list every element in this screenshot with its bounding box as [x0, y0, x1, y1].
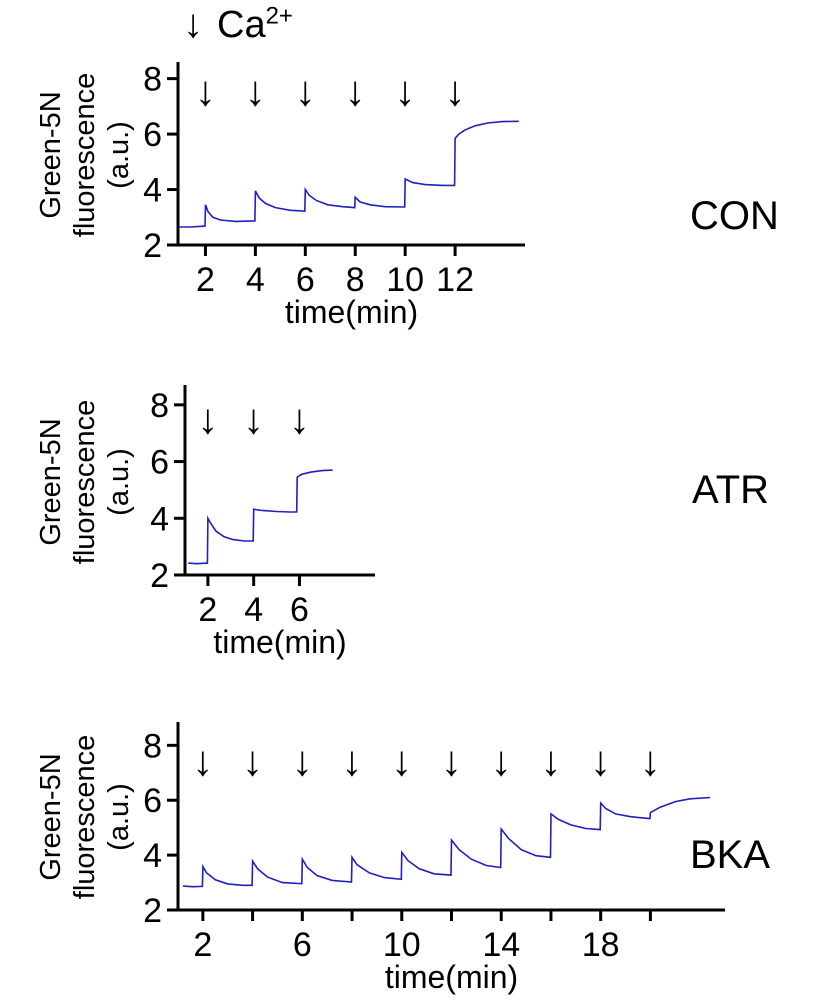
x-tick-label: 6	[290, 591, 309, 629]
addition-arrow-icon: ↓	[640, 737, 661, 784]
x-tick-label: 2	[198, 591, 217, 629]
y-tick-label: 2	[143, 227, 162, 265]
ca-superscript: 2+	[265, 2, 293, 30]
x-tick-label: 2	[193, 926, 212, 964]
addition-arrow-icon: ↓	[245, 67, 266, 114]
x-tick-label: 6	[293, 926, 312, 964]
fluorescence-trace	[179, 120, 519, 228]
y-axis-label-line: fluorescence	[69, 72, 101, 238]
y-tick-label: 4	[150, 500, 169, 538]
addition-arrow-icon: ↓	[295, 67, 316, 114]
down-arrow-icon: ↓	[183, 2, 203, 46]
x-tick-label: 12	[436, 261, 474, 299]
x-tick-label: 10	[386, 261, 424, 299]
ca-annotation: ↓ Ca2+	[183, 2, 293, 47]
panel-label-bka: BKA	[690, 833, 771, 877]
x-axis-label: time(min)	[285, 294, 418, 330]
fluorescence-trace	[188, 469, 333, 565]
x-tick-label: 14	[482, 926, 520, 964]
addition-arrow-icon: ↓	[192, 737, 213, 784]
panel-label-con: CON	[690, 194, 779, 238]
y-axis-label-line: fluorescence	[69, 399, 101, 565]
y-tick-label: 6	[150, 444, 169, 482]
addition-arrow-icon: ↓	[391, 737, 412, 784]
y-axis-label-line: Green-5N	[35, 418, 67, 546]
y-axis-label-line: Green-5N	[35, 753, 67, 881]
fluorescence-trace	[182, 796, 711, 888]
y-axis-label-line: fluorescence	[69, 734, 101, 900]
x-tick-label: 6	[296, 261, 315, 299]
addition-arrow-icon: ↓	[289, 395, 310, 442]
x-tick-label: 2	[196, 261, 215, 299]
addition-arrow-icon: ↓	[195, 67, 216, 114]
addition-arrow-icon: ↓	[292, 737, 313, 784]
y-tick-label: 2	[143, 892, 162, 930]
x-tick-label: 8	[346, 261, 365, 299]
x-tick-label: 4	[246, 261, 265, 299]
y-axis-label-line: Green-5N	[35, 91, 67, 219]
addition-arrow-icon: ↓	[345, 67, 366, 114]
addition-arrow-icon: ↓	[342, 737, 363, 784]
plot-bka: 2 4 6 8 2 6 10 14 18 time(min) ↓ ↓ ↓ ↓ ↓ ↓ ↓ ↓ ↓ ↓	[143, 722, 725, 995]
x-axis-label: time(min)	[213, 624, 346, 660]
x-axis-label: time(min)	[385, 959, 518, 995]
addition-arrow-icon: ↓	[395, 67, 416, 114]
addition-arrow-icon: ↓	[197, 395, 218, 442]
addition-arrow-icon: ↓	[445, 67, 466, 114]
addition-arrow-icon: ↓	[242, 737, 263, 784]
y-tick-label: 8	[150, 387, 169, 425]
addition-arrow-icon: ↓	[590, 737, 611, 784]
ca-label: Ca2+	[217, 2, 293, 46]
x-tick-label: 4	[244, 591, 263, 629]
addition-arrow-icon: ↓	[491, 737, 512, 784]
y-tick-label: 8	[143, 61, 162, 99]
y-tick-label: 8	[143, 727, 162, 765]
addition-arrow-icon: ↓	[540, 737, 561, 784]
y-tick-label: 6	[143, 116, 162, 154]
addition-arrow-icon: ↓	[243, 395, 264, 442]
x-tick-label: 10	[383, 926, 421, 964]
panel-label-atr: ATR	[692, 468, 770, 512]
addition-arrow-icon: ↓	[441, 737, 462, 784]
ca-element: Ca	[217, 4, 266, 46]
y-tick-label: 6	[143, 782, 162, 820]
y-tick-label: 4	[143, 172, 162, 210]
y-tick-label: 4	[143, 837, 162, 875]
y-tick-label: 2	[150, 557, 169, 595]
x-tick-label: 18	[582, 926, 620, 964]
